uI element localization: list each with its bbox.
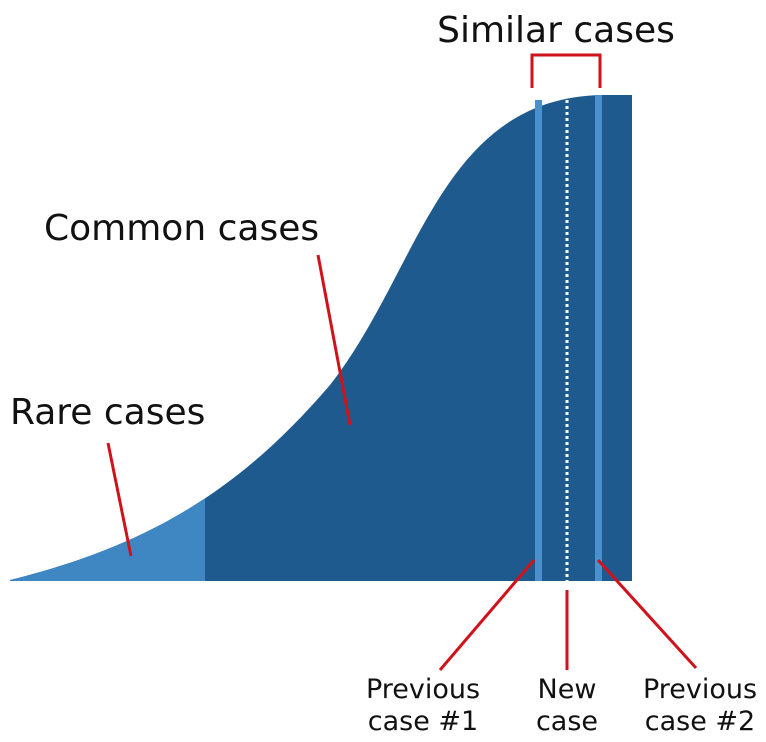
previous-1-pointer (438, 559, 536, 671)
rare-label: Rare cases (10, 392, 205, 433)
previous-2-pointer (596, 558, 698, 670)
previous-1-label: case #1 (368, 706, 478, 737)
common-pointer (316, 254, 352, 426)
new-label: New (538, 674, 597, 705)
similar-bracket (530, 53, 602, 88)
rare-pointer (106, 442, 133, 557)
similar-label: Similar cases (437, 10, 675, 51)
new-label: case (536, 706, 598, 737)
previous-2-label: case #2 (645, 706, 755, 737)
previous-case-2-line (595, 95, 602, 581)
previous-2-label: Previous (643, 674, 757, 705)
common-label: Common cases (44, 208, 319, 249)
previous-1-label: Previous (366, 674, 480, 705)
previous-case-1-line (535, 100, 542, 581)
